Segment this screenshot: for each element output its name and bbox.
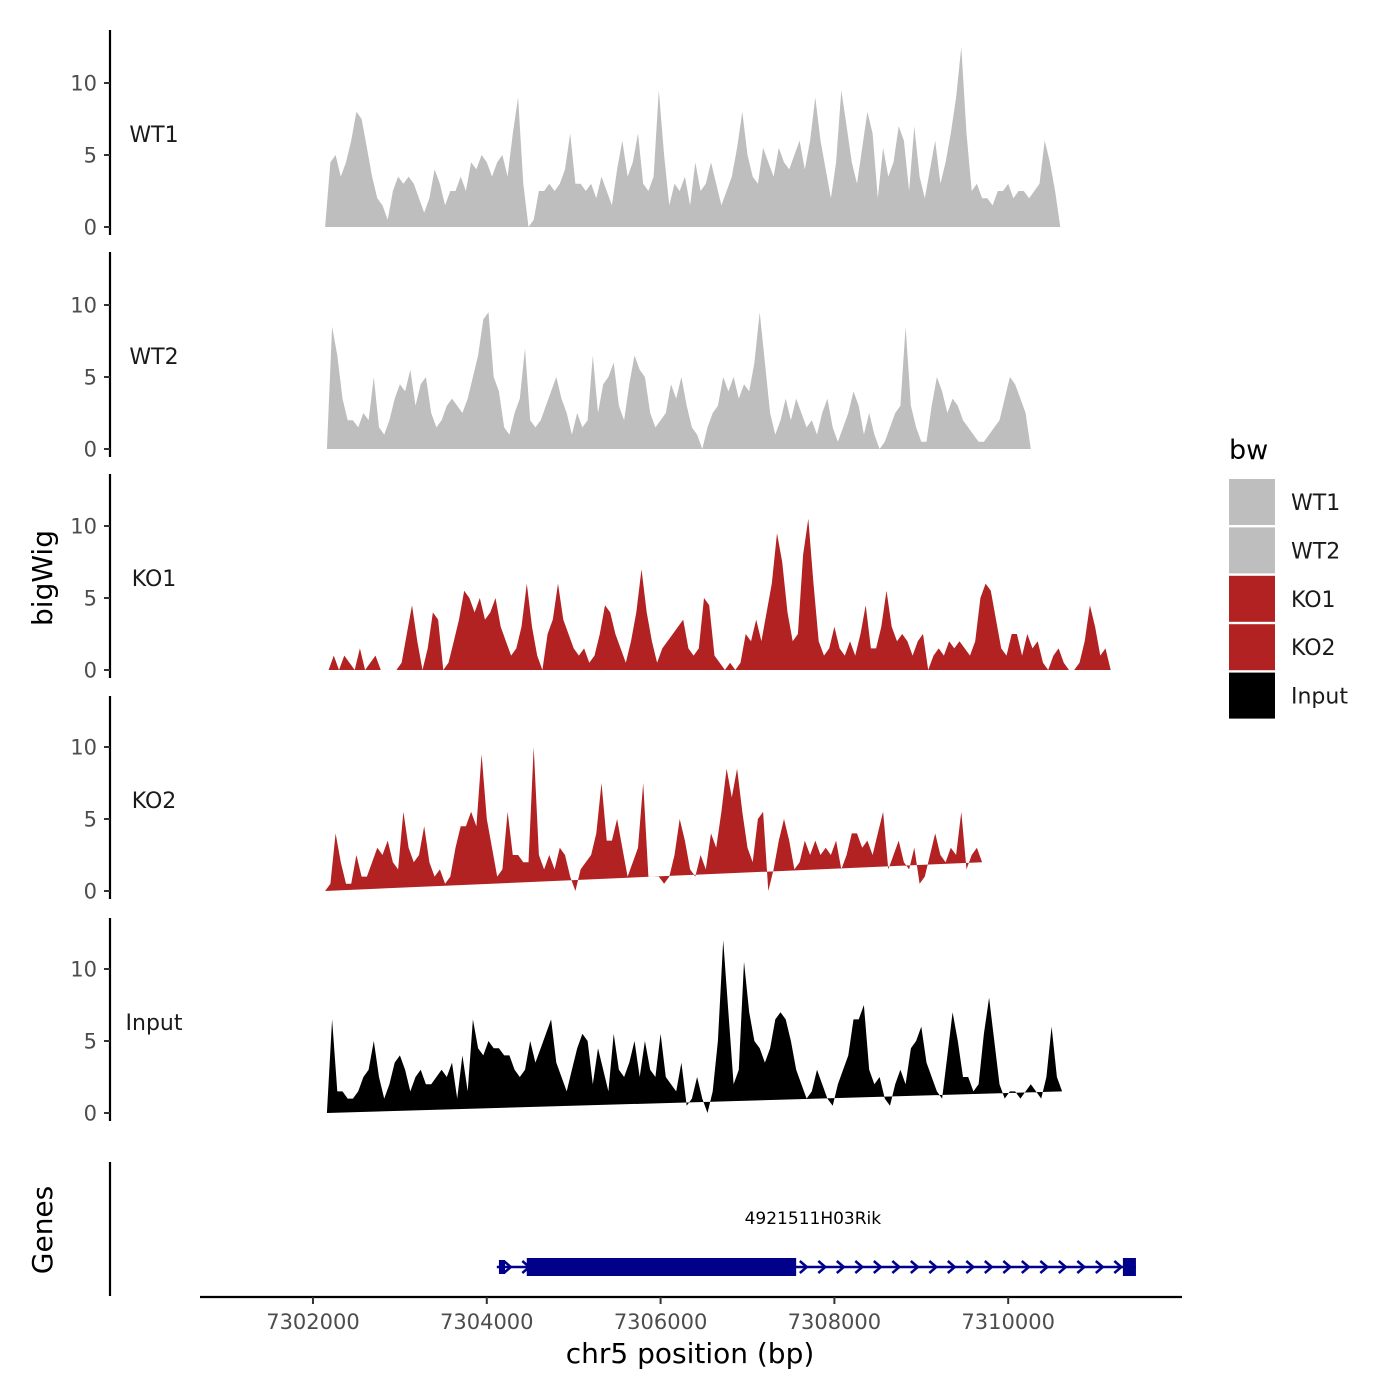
legend-swatch-ko1 [1229, 575, 1275, 622]
x-tick-label: 7304000 [440, 1310, 534, 1334]
y-tick-label: 5 [84, 808, 97, 832]
x-axis: 7302000 7304000 7306000 7308000 7310000 [200, 1295, 1182, 1334]
legend-label-wt1: WT1 [1291, 491, 1340, 516]
coverage-area-ko1 [328, 518, 1111, 670]
track-ko2: 0 5 10 KO2 [70, 696, 983, 904]
strand-arrow [910, 1260, 920, 1274]
coverage-area-ko2 [325, 747, 983, 891]
strand-arrow [854, 1260, 865, 1274]
strand-arrow [1094, 1260, 1105, 1274]
legend-swatch-input [1229, 672, 1275, 719]
strand-arrow [817, 1260, 828, 1274]
legend-label-ko2: KO2 [1291, 636, 1336, 661]
track-input: 0 5 10 Input [70, 918, 1063, 1126]
strand-arrow [1076, 1260, 1087, 1274]
strand-arrow [965, 1260, 976, 1274]
y-tick-label: 5 [84, 366, 97, 390]
track-label: WT1 [129, 123, 178, 148]
y-tick-label: 10 [70, 958, 97, 982]
legend-title: bw [1229, 435, 1268, 466]
coverage-area-wt1 [325, 47, 1061, 227]
strand-arrow [947, 1260, 957, 1274]
gene-exon [1122, 1258, 1136, 1276]
x-tick-label: 7302000 [266, 1310, 360, 1334]
bigwig-tracks: 0 5 10 WT1 0 5 10 WT2 0 5 10 KO1 0 5 10 KO2 0 5 10 Input [70, 30, 1111, 1126]
gene-name-label: 4921511H03Rik [745, 1209, 882, 1229]
y-tick-label: 5 [84, 144, 97, 168]
strand-arrow [503, 1260, 513, 1274]
legend-swatch-wt1 [1229, 479, 1275, 525]
y-tick-label: 5 [84, 1030, 97, 1054]
y-tick-label: 0 [84, 216, 97, 240]
track-label: KO1 [132, 567, 177, 592]
coverage-area-input [326, 940, 1063, 1113]
legend-label-wt2: WT2 [1291, 539, 1340, 564]
legend-label-ko1: KO1 [1291, 588, 1336, 613]
x-tick-label: 7308000 [788, 1310, 882, 1334]
legend-swatch-wt2 [1229, 527, 1275, 574]
legend-label-input: Input [1291, 685, 1348, 710]
legend-swatch-ko2 [1229, 624, 1275, 671]
gene-track: 4921511H03Rik [108, 1162, 1136, 1296]
gene-exon [498, 1260, 506, 1274]
strand-arrow [984, 1260, 994, 1274]
strand-arrow [836, 1260, 846, 1274]
track-label: WT2 [129, 345, 178, 370]
strand-arrow [891, 1260, 902, 1274]
strand-arrow [799, 1260, 809, 1274]
y-tick-label: 0 [84, 1102, 97, 1126]
strand-arrow [1113, 1260, 1124, 1274]
strand-arrow [1002, 1260, 1013, 1274]
strand-arrow [873, 1260, 883, 1274]
y-axis-title: bigWig [26, 530, 59, 626]
x-axis-title: chr5 position (bp) [566, 1337, 815, 1370]
gene-exon [526, 1258, 797, 1276]
coverage-area-wt2 [326, 312, 1031, 449]
x-tick-label: 7306000 [614, 1310, 708, 1334]
strand-arrow [1039, 1260, 1050, 1274]
y-tick-label: 0 [84, 438, 97, 462]
y-tick-label: 0 [84, 659, 97, 683]
strand-arrow [1020, 1260, 1031, 1274]
track-label: Input [126, 1011, 183, 1036]
track-ko1: 0 5 10 KO1 [70, 474, 1111, 683]
strand-arrow [1057, 1260, 1068, 1274]
track-label: KO2 [132, 789, 177, 814]
y-tick-label: 5 [84, 587, 97, 611]
y-tick-label: 10 [70, 294, 97, 318]
genes-axis-title: Genes [26, 1186, 59, 1274]
track-wt2: 0 5 10 WT2 [70, 252, 1031, 462]
y-tick-label: 10 [70, 515, 97, 539]
y-tick-label: 10 [70, 72, 97, 96]
legend: bw WT1 WT2 KO1 KO2 Input [1229, 435, 1348, 719]
track-wt1: 0 5 10 WT1 [70, 30, 1061, 240]
strand-arrow [928, 1260, 939, 1274]
x-tick-label: 7310000 [961, 1310, 1055, 1334]
y-tick-label: 0 [84, 880, 97, 904]
y-tick-label: 10 [70, 736, 97, 760]
